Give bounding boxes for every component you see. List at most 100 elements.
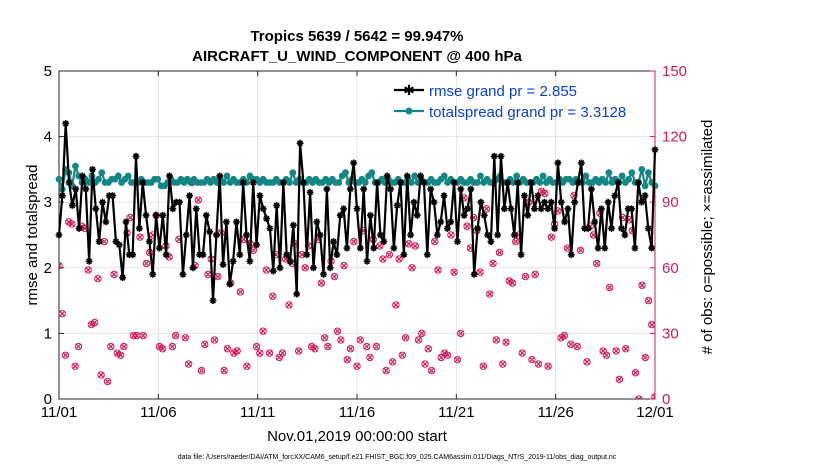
rmse-point <box>152 211 160 219</box>
obs-assimilated-point <box>632 369 639 376</box>
obs-possible-point <box>411 242 420 250</box>
legend-spread-marker <box>405 107 413 115</box>
obs-assimilated-point <box>318 280 325 287</box>
obs-assimilated-point <box>133 332 140 339</box>
obs-assimilated-point <box>331 273 338 280</box>
y-tick-label: 3 <box>44 194 52 211</box>
totalspread-point <box>124 172 132 180</box>
totalspread-point <box>72 162 79 170</box>
obs-assimilated-point <box>357 336 364 343</box>
rmse-point <box>89 166 96 173</box>
obs-assimilated-point <box>211 336 218 343</box>
rmse-point <box>554 159 562 167</box>
rmse-point <box>500 205 508 213</box>
totalspread-point <box>154 175 162 183</box>
totalspread-point <box>289 169 297 177</box>
obs-assimilated-point <box>528 356 535 363</box>
obs-possible-point <box>489 259 497 268</box>
rmse-point <box>296 139 304 147</box>
legend-rmse-marker: ✱ <box>403 83 415 99</box>
obs-assimilated-point <box>502 339 510 346</box>
obs-possible-point <box>84 266 92 274</box>
rmse-point <box>233 218 240 226</box>
obs-possible-point <box>90 318 99 327</box>
rmse-point <box>604 198 612 206</box>
totalspread-point <box>368 169 376 177</box>
obs-assimilated-point <box>98 371 105 378</box>
obs-possible-point <box>401 334 410 342</box>
obs-possible-point <box>139 331 147 340</box>
obs-assimilated-point <box>127 214 134 221</box>
obs-assimilated-point <box>379 256 386 263</box>
obs-assimilated-point <box>541 190 548 197</box>
rmse-point <box>634 179 642 186</box>
rmse-point <box>494 231 502 239</box>
rmse-point <box>65 179 73 186</box>
rmse-point <box>119 274 127 282</box>
rmse-point <box>219 261 227 268</box>
obs-assimilated-point <box>574 343 581 350</box>
obs-assimilated-point <box>545 363 552 370</box>
obs-assimilated-point <box>622 345 629 352</box>
rmse-point <box>336 211 344 219</box>
obs-assimilated-point <box>256 350 263 357</box>
y-tick-label: 4 <box>44 129 52 146</box>
obs-assimilated-point <box>62 352 69 359</box>
rmse-point <box>490 152 498 160</box>
rmse-point <box>333 251 341 259</box>
rmse-point <box>156 244 163 252</box>
obs-assimilated-point <box>561 332 568 339</box>
obs-assimilated-point <box>363 343 370 350</box>
rmse-point <box>356 244 364 252</box>
rmse-point <box>608 225 615 232</box>
rmse-point <box>353 205 361 213</box>
obs-assimilated-point <box>421 360 429 368</box>
rmse-point <box>135 225 143 232</box>
obs-assimilated-point <box>613 347 620 354</box>
obs-possible-point <box>269 292 277 300</box>
totalspread-point <box>645 169 652 177</box>
rmse-point <box>487 238 495 245</box>
rmse-point <box>259 205 267 213</box>
obs-possible-point <box>479 362 488 370</box>
rmse-point <box>638 198 646 206</box>
rmse-point <box>189 264 197 272</box>
obs-possible-point <box>340 261 348 270</box>
obs-possible-point <box>395 255 403 263</box>
rmse-point <box>470 270 478 278</box>
rmse-point <box>186 192 193 200</box>
obs-possible-point <box>265 349 274 357</box>
rmse-point <box>202 211 210 219</box>
obs-assimilated-point <box>91 319 98 326</box>
obs-assimilated-point <box>140 332 147 339</box>
rmse-point <box>454 238 461 245</box>
obs-possible-point <box>317 279 326 287</box>
rmse-point <box>517 251 525 259</box>
rmse-point <box>460 211 468 219</box>
obs-possible-point <box>346 345 355 353</box>
obs-assimilated-point <box>308 343 315 350</box>
rmse-point <box>316 231 324 239</box>
totalspread-point <box>477 172 484 180</box>
rmse-point <box>239 179 247 186</box>
rmse-point <box>320 270 327 278</box>
data-file-footer: data file: /Users/raeder/DAI/ATM_forcXX/… <box>178 454 617 461</box>
obs-assimilated-point <box>182 334 189 341</box>
rmse-point <box>109 192 116 200</box>
obs-possible-point <box>333 327 342 335</box>
obs-assimilated-point <box>454 356 461 363</box>
totalspread-point <box>220 179 228 186</box>
rmse-point <box>403 172 411 180</box>
rmse-point <box>644 225 652 232</box>
obs-assimilated-point <box>224 345 231 352</box>
obs-assimilated-point <box>522 273 529 280</box>
obs-assimilated-point <box>509 280 516 287</box>
obs-assimilated-point <box>341 262 348 269</box>
x-tick-label: 11/06 <box>140 404 176 421</box>
obs-possible-point <box>116 351 125 359</box>
x-tick-label: 11/11 <box>240 404 275 421</box>
obs-assimilated-point <box>156 343 163 350</box>
rmse-point <box>567 251 575 259</box>
rmse-point <box>504 179 512 186</box>
obs-assimilated-point <box>564 245 571 252</box>
